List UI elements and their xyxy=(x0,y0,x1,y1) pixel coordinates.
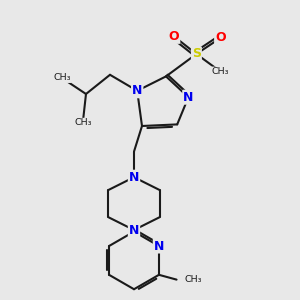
Text: CH₃: CH₃ xyxy=(53,74,71,82)
Text: N: N xyxy=(183,91,194,104)
Text: N: N xyxy=(132,84,142,97)
Text: N: N xyxy=(154,239,164,253)
Text: CH₃: CH₃ xyxy=(212,67,229,76)
Text: CH₃: CH₃ xyxy=(74,118,92,127)
Text: O: O xyxy=(215,32,226,44)
Text: N: N xyxy=(129,224,139,236)
Text: N: N xyxy=(129,171,139,184)
Text: O: O xyxy=(169,30,179,43)
Text: S: S xyxy=(192,47,201,61)
Text: CH₃: CH₃ xyxy=(184,275,202,284)
